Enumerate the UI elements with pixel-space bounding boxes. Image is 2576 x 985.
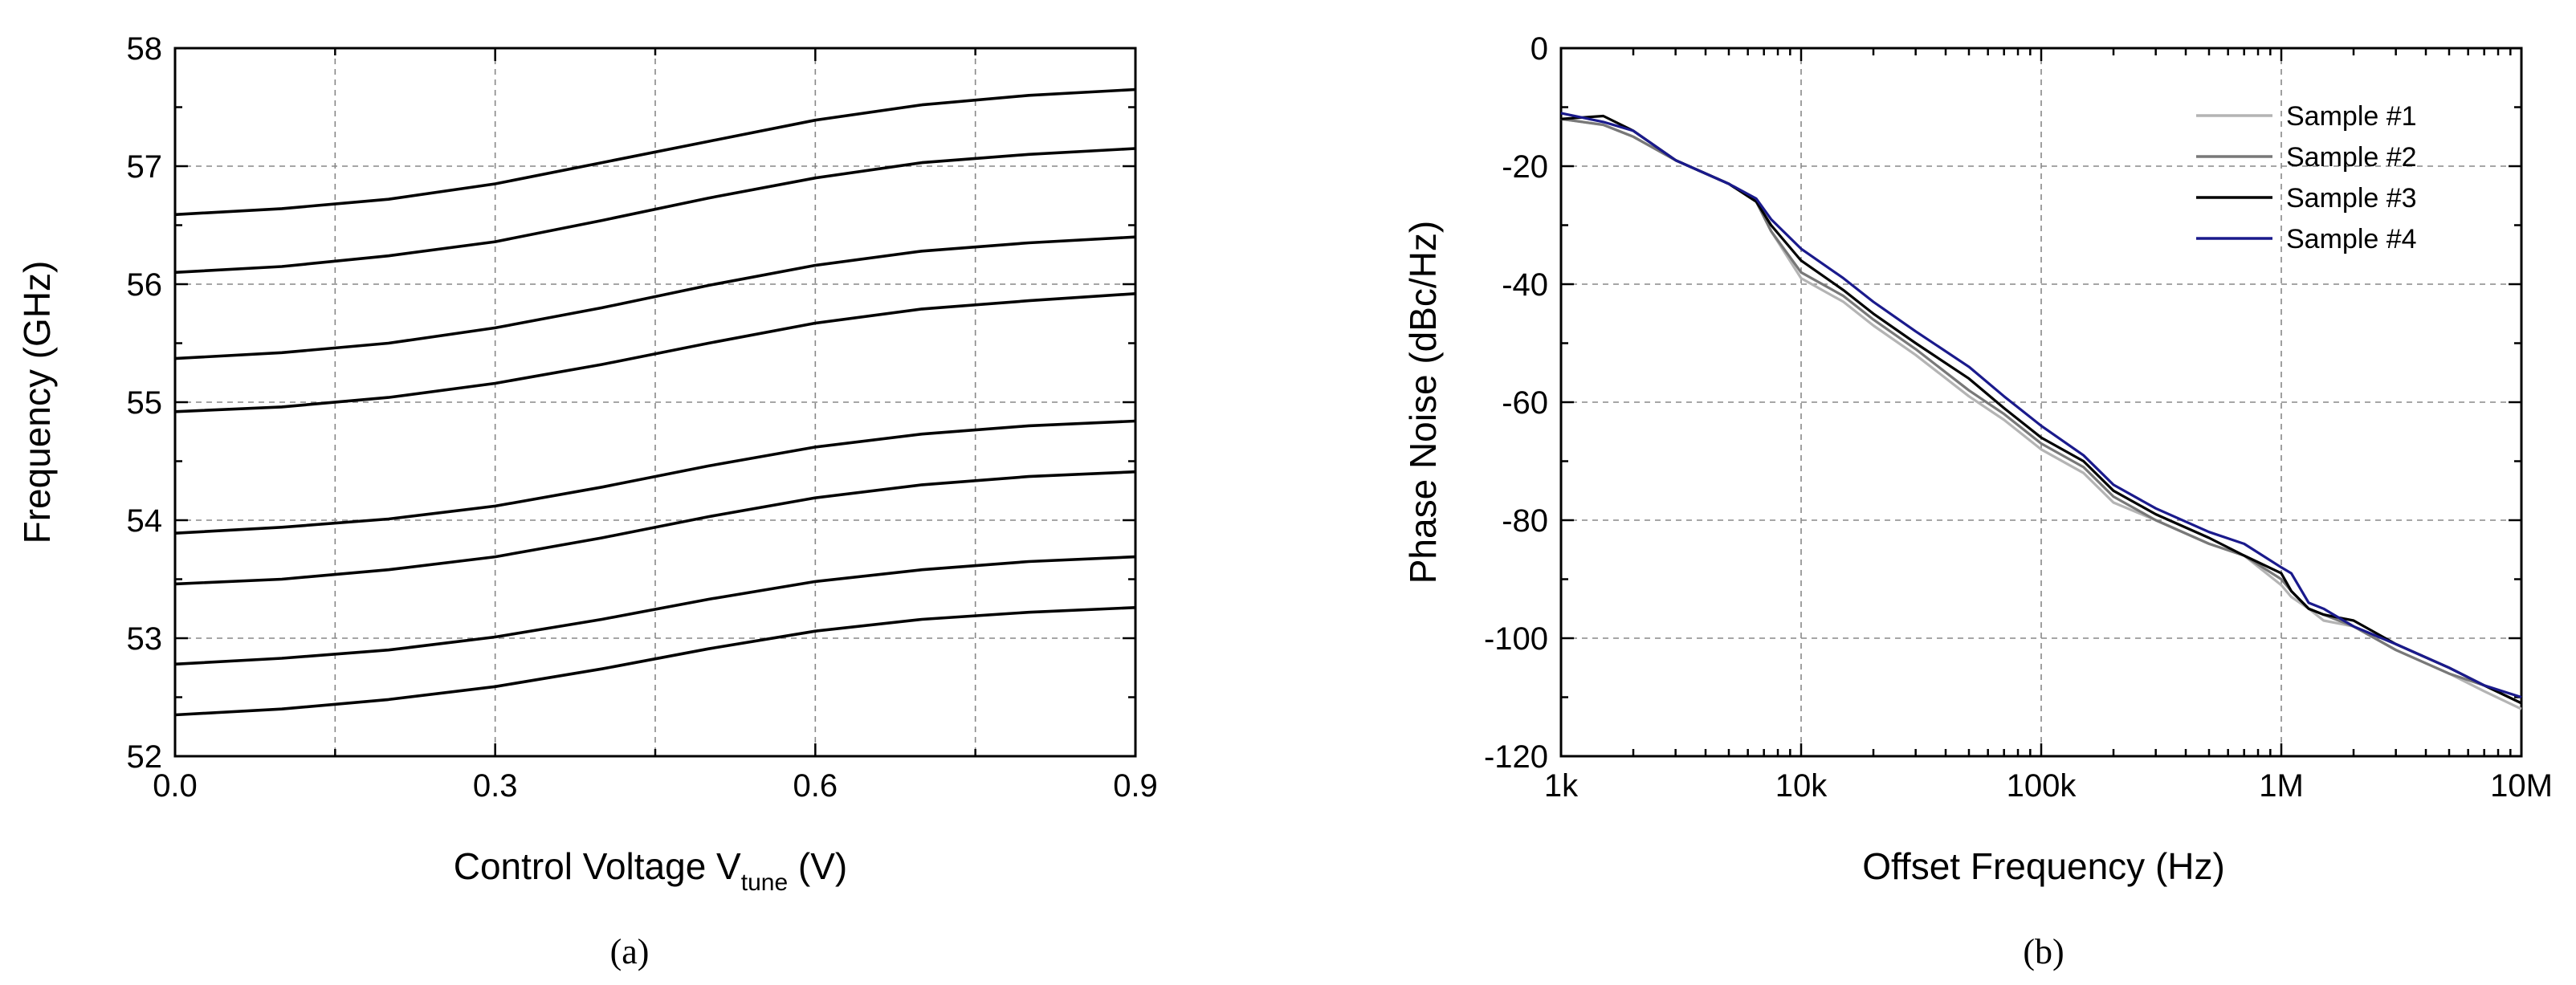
chart-b-ytick-label: 0	[1531, 31, 1548, 67]
chart-a-curve-2	[174, 555, 1136, 666]
chart-b-xlabel: Offset Frequency (Hz)	[1862, 845, 2225, 887]
chart-a-ytick-label: 56	[127, 267, 163, 303]
chart-b-ytick-label: -120	[1484, 739, 1548, 775]
chart-b-xtick-label: 10k	[1775, 768, 1828, 804]
chart-b-caption: (b)	[2023, 932, 2064, 971]
chart-a-xlabel: Control Voltage Vtune (V)	[454, 845, 848, 896]
chart-b-ytick-label: -80	[1502, 503, 1548, 539]
chart-a-curve-7	[174, 147, 1136, 275]
chart-b-legend: Sample #1 Sample #2 Sample #3 Sample #4	[2196, 101, 2417, 254]
chart-a-curve-4	[174, 419, 1136, 535]
chart-a: 0.0 0.3 0.6 0.9 52 53 54 55 56 57 58 Control Volta…	[16, 31, 1158, 971]
chart-a-curve-1	[174, 606, 1136, 717]
chart-b-ytick-label: -60	[1502, 385, 1548, 421]
chart-b-ytick-label: -20	[1502, 149, 1548, 185]
chart-a-xtick-label: 0.9	[1113, 768, 1158, 804]
chart-a-ytick-label: 52	[127, 739, 163, 775]
chart-a-ytick-label: 53	[127, 621, 163, 657]
chart-a-curve-8	[174, 88, 1136, 217]
chart-a-ytick-label: 54	[127, 503, 163, 539]
chart-a-ticks: 0.0 0.3 0.6 0.9 52 53 54 55 56 57 58	[127, 31, 1158, 804]
chart-b: 1k 10k 100k 1M 10M -120 -100 -80 -60 -40 -20 0 Samp…	[1402, 31, 2553, 971]
chart-a-ylabel: Frequency (GHz)	[16, 261, 58, 544]
chart-b-legend-label: Sample #4	[2286, 224, 2417, 254]
chart-b-xtick-label: 100k	[2007, 768, 2077, 804]
chart-a-curve-3	[174, 470, 1136, 586]
chart-b-xtick-label: 10M	[2490, 768, 2553, 804]
chart-a-series	[174, 88, 1136, 717]
chart-a-ytick-label: 57	[127, 149, 163, 185]
chart-b-series-4	[1560, 112, 2522, 699]
chart-a-xlabel-sub: tune	[741, 869, 788, 896]
chart-b-legend-label: Sample #1	[2286, 101, 2417, 132]
chart-b-legend-label: Sample #3	[2286, 183, 2417, 214]
chart-b-series	[1560, 112, 2522, 710]
chart-b-ticks: 1k 10k 100k 1M 10M -120 -100 -80 -60 -40 -20 0	[1484, 31, 2553, 804]
chart-a-xlabel-main: Control Voltage V	[454, 845, 741, 887]
chart-a-caption: (a)	[610, 932, 650, 971]
chart-b-ytick-label: -40	[1502, 267, 1548, 303]
chart-a-xlabel-tail: (V)	[788, 845, 847, 887]
chart-a-ytick-label: 55	[127, 385, 163, 421]
chart-a-xtick-label: 0.6	[793, 768, 838, 804]
chart-b-ylabel: Phase Noise (dBc/Hz)	[1402, 221, 1444, 584]
chart-a-curve-6	[174, 235, 1136, 360]
chart-a-curve-5	[174, 292, 1136, 413]
chart-b-legend-label: Sample #2	[2286, 142, 2417, 173]
chart-b-xtick-label: 1k	[1544, 768, 1579, 804]
chart-a-ytick-label: 58	[127, 31, 163, 67]
chart-a-xtick-label: 0.3	[473, 768, 518, 804]
chart-b-grid	[1561, 48, 2521, 756]
chart-b-ytick-label: -100	[1484, 621, 1548, 657]
chart-b-xtick-label: 1M	[2259, 768, 2304, 804]
chart-a-xtick-label: 0.0	[153, 768, 198, 804]
